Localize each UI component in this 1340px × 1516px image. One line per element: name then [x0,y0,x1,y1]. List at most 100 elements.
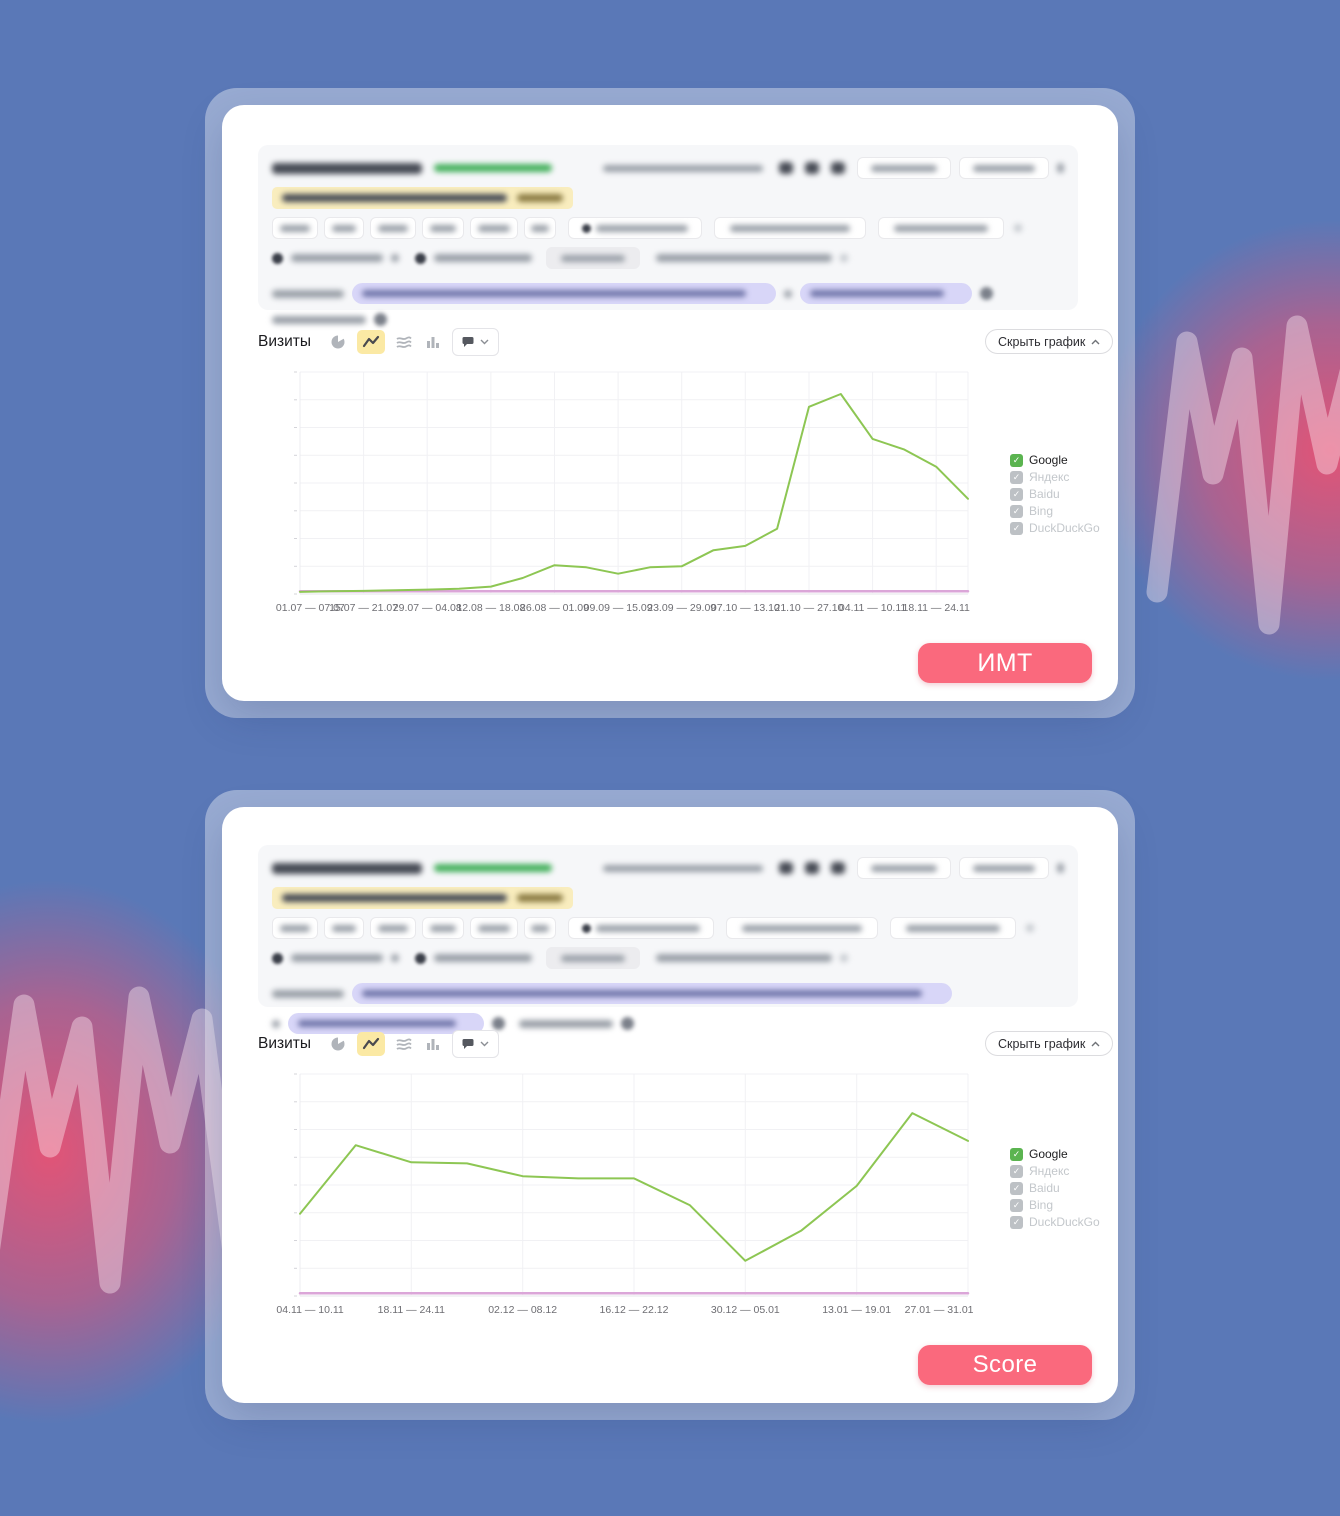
blurred-more-icon[interactable] [1057,863,1064,873]
blurred-period-tab[interactable] [422,917,464,939]
blurred-period-tab[interactable] [422,217,464,239]
checkbox-checked-icon: ✓ [1010,521,1023,535]
x-tick-label: 18.11 — 24.11 [902,602,970,614]
blurred-period-tab[interactable] [272,917,318,939]
blurred-close-icon[interactable] [391,954,399,962]
metrica-screenshot-card-1: Визиты Скрыть график [222,105,1118,701]
blurred-warning-notice [272,187,573,209]
blurred-period-tab[interactable] [470,917,518,939]
blurred-filter-condition-chip[interactable] [288,1013,484,1034]
blurred-filter-label [272,289,344,298]
blurred-header-chip[interactable] [959,157,1049,179]
blurred-add-icon[interactable] [1014,224,1022,232]
device-frame-1: Визиты Скрыть график [205,88,1135,718]
blurred-sampling-chip[interactable] [546,247,640,269]
blurred-toolbar-icon[interactable] [779,162,793,174]
blurred-more-icon[interactable] [1057,163,1064,173]
blurred-header-chip[interactable] [959,857,1049,879]
legend-item-google[interactable]: ✓ Google [1010,1147,1100,1161]
chart-type-pie-icon[interactable] [328,1033,348,1055]
blurred-date-range-chip[interactable] [568,917,714,939]
blurred-date-range-chip[interactable] [568,217,702,239]
legend-item-bing[interactable]: ✓ Bing [1010,1198,1100,1212]
chart-type-line-icon-selected[interactable] [357,330,386,354]
legend-item-bing[interactable]: ✓ Bing [1010,504,1100,518]
blurred-header-chip[interactable] [857,857,951,879]
blurred-attribution-control[interactable] [656,954,832,962]
blurred-add-icon[interactable] [840,954,848,962]
blurred-period-tab[interactable] [470,217,518,239]
blurred-segment-control[interactable] [291,254,383,262]
blurred-period-tab[interactable] [272,217,318,239]
blurred-detail-dropdown[interactable] [714,217,866,239]
legend-item-baidu[interactable]: ✓ Baidu [1010,1181,1100,1195]
blurred-period-tab[interactable] [370,217,416,239]
blurred-compare-control[interactable] [434,254,532,262]
blurred-close-icon[interactable] [391,254,399,262]
chart-type-line-icon-selected[interactable] [357,1032,386,1056]
x-tick-label: 27.01 — 31.01 [904,1304,974,1316]
legend-item-duckduckgo[interactable]: ✓ DuckDuckGo [1010,1215,1100,1229]
hide-chart-button[interactable]: Скрыть график [985,329,1114,354]
blurred-toolbar-icon[interactable] [831,862,845,874]
blurred-add-icon[interactable] [840,254,848,262]
blurred-counter-title [272,862,422,874]
blurred-period-tab[interactable] [370,917,416,939]
blurred-header-chip[interactable] [857,157,951,179]
chart-type-columns-icon[interactable] [423,1033,443,1055]
chart-type-stacked-area-icon[interactable] [394,331,414,353]
blurred-close-icon[interactable] [784,289,792,298]
blurred-filter-condition-chip[interactable] [352,983,952,1004]
blurred-add-condition-icon[interactable] [492,1017,505,1030]
x-tick-label: 07.10 — 13.10 [710,602,780,614]
checkbox-checked-icon: ✓ [1010,504,1023,518]
hide-chart-button[interactable]: Скрыть график [985,1031,1114,1056]
blurred-toolbar-icon[interactable] [831,162,845,174]
legend-item-duckduckgo[interactable]: ✓ DuckDuckGo [1010,521,1100,535]
blurred-info-text [603,864,763,872]
blurred-filter-condition-chip[interactable] [352,283,776,304]
legend-item-yandex[interactable]: ✓ Яндекс [1010,1164,1100,1178]
score-button[interactable]: Score [918,1345,1092,1385]
legend-item-baidu[interactable]: ✓ Baidu [1010,487,1100,501]
blurred-filter-condition-chip[interactable] [800,283,972,304]
pink-glow-right [1100,220,1340,860]
chart-type-columns-icon[interactable] [423,331,443,353]
legend-item-google[interactable]: ✓ Google [1010,453,1100,467]
x-tick-label: 23.09 — 29.09 [647,602,717,614]
annotations-dropdown[interactable] [452,328,500,356]
blurred-add-condition-icon[interactable] [621,1017,634,1030]
blurred-add-icon[interactable] [1026,924,1034,932]
blurred-period-tab[interactable] [524,217,556,239]
blurred-sampling-chip[interactable] [546,947,640,969]
legend-item-yandex[interactable]: ✓ Яндекс [1010,470,1100,484]
checkbox-checked-icon: ✓ [1010,453,1023,467]
annotations-dropdown[interactable] [452,1030,500,1058]
blurred-toolbar-icon[interactable] [779,862,793,874]
blurred-period-tab[interactable] [324,217,364,239]
blurred-compare-control[interactable] [434,954,532,962]
blurred-close-icon[interactable] [272,1019,280,1028]
blurred-data-dropdown[interactable] [878,217,1004,239]
blurred-period-tab[interactable] [324,917,364,939]
x-tick-label: 29.07 — 04.08 [392,602,462,614]
blurred-toolbar-icon[interactable] [805,862,819,874]
blurred-detail-dropdown[interactable] [726,917,878,939]
blurred-notice-link[interactable] [517,894,563,902]
blurred-add-condition-icon[interactable] [980,287,993,300]
x-tick-label: 09.09 — 15.09 [583,602,653,614]
chart-type-pie-icon[interactable] [328,331,348,353]
blurred-add-condition-icon[interactable] [374,313,387,326]
blurred-attribution-control[interactable] [656,254,832,262]
x-tick-label: 13.01 — 19.01 [822,1304,892,1316]
blurred-toolbar-icon[interactable] [805,162,819,174]
chart-type-stacked-area-icon[interactable] [394,1033,414,1055]
blurred-segment-control[interactable] [291,954,383,962]
blurred-notice-link[interactable] [517,194,563,202]
blurred-data-dropdown[interactable] [890,917,1016,939]
imt-button[interactable]: ИМТ [918,643,1092,683]
blurred-warning-notice [272,887,573,909]
x-axis-labels: 01.07 — 07.07 15.07 — 21.07 29.07 — 04.08 1… [276,602,970,615]
blurred-period-tab[interactable] [524,917,556,939]
